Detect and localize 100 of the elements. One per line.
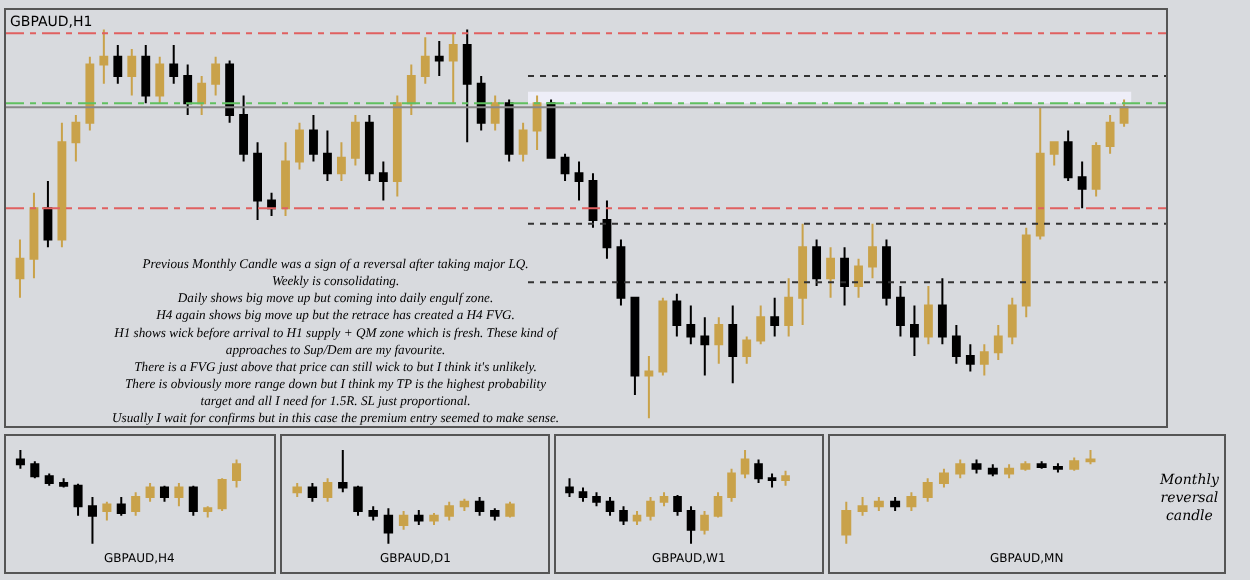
candlestick	[605, 495, 615, 517]
candlestick	[99, 28, 109, 85]
candlestick	[955, 458, 966, 480]
candlestick	[295, 121, 304, 171]
candlestick	[145, 481, 155, 503]
candlestick	[474, 495, 485, 517]
candlestick	[922, 477, 933, 503]
candlestick	[686, 505, 696, 545]
candlestick	[353, 484, 363, 517]
candlestick	[518, 121, 528, 163]
candlestick	[462, 28, 472, 144]
candlestick	[87, 495, 97, 545]
candlestick	[127, 47, 137, 97]
candlestick	[854, 257, 863, 299]
candlestick	[1105, 113, 1115, 155]
candlestick	[338, 449, 348, 494]
candlestick	[532, 94, 542, 151]
candlestick	[646, 495, 655, 522]
candlestick	[43, 180, 53, 249]
candlestick	[1035, 106, 1045, 241]
candlestick	[882, 238, 891, 307]
candlestick	[784, 277, 794, 338]
candlestick	[337, 141, 346, 183]
candlestick	[756, 304, 766, 346]
candlestick	[232, 458, 242, 489]
candlestick	[57, 121, 67, 249]
candlestick	[350, 113, 360, 167]
candlestick	[630, 296, 640, 396]
candlestick	[767, 472, 777, 489]
candlestick	[632, 510, 642, 527]
candlestick	[1007, 296, 1017, 346]
candlestick	[1085, 449, 1096, 466]
candlestick	[131, 491, 141, 517]
candlestick	[673, 494, 682, 517]
candlestick	[873, 495, 884, 513]
candlestick	[840, 246, 849, 307]
candlestick	[429, 511, 439, 527]
candlestick	[578, 486, 588, 503]
candlestick	[490, 507, 500, 522]
candlestick	[574, 160, 584, 202]
candlestick	[906, 491, 917, 513]
candlestick	[1004, 463, 1015, 480]
candlestick	[812, 238, 822, 288]
candlestick	[979, 343, 989, 377]
candlestick	[44, 472, 54, 487]
candlestick	[890, 495, 901, 513]
candlestick	[71, 113, 81, 163]
candlestick	[841, 500, 852, 545]
candlestick	[602, 199, 612, 260]
candlestick	[85, 55, 95, 132]
candlestick	[59, 477, 69, 489]
candlestick	[29, 191, 39, 280]
candlestick	[398, 510, 409, 531]
candlestick	[292, 481, 302, 498]
candlestick	[781, 469, 790, 487]
candlestick	[713, 491, 723, 519]
candlestick	[1091, 141, 1101, 198]
candlestick	[15, 449, 25, 470]
candlestick	[686, 304, 696, 346]
candlestick	[1021, 226, 1031, 319]
candlestick	[700, 510, 709, 536]
candlestick	[754, 458, 763, 484]
candlestick	[770, 296, 780, 338]
candlestick	[281, 141, 290, 218]
candlestick	[987, 463, 998, 478]
candlestick	[102, 500, 112, 522]
candlestick	[203, 505, 213, 519]
candlestick	[309, 113, 318, 163]
candlestick	[1077, 160, 1087, 210]
candlestick	[1069, 456, 1080, 472]
candlestick	[378, 160, 388, 202]
candlestick	[197, 75, 207, 116]
candlestick	[159, 484, 170, 503]
candlestick	[30, 460, 40, 480]
candlestick	[392, 94, 402, 198]
candlestick	[73, 482, 83, 517]
candlestick	[993, 323, 1003, 361]
candlestick	[728, 304, 738, 385]
candlestick	[971, 458, 982, 475]
candlestick	[383, 507, 394, 545]
candlestick	[307, 481, 318, 503]
candlestick	[742, 335, 752, 365]
candlestick	[448, 32, 458, 105]
candlestick	[937, 277, 947, 346]
candlestick	[323, 129, 332, 183]
candlestick	[565, 477, 574, 498]
candlestick	[15, 238, 25, 299]
candlestick	[141, 44, 151, 105]
candlestick	[644, 355, 654, 420]
candlestick	[1052, 462, 1063, 474]
candlestick	[505, 500, 515, 519]
candlestick	[155, 55, 165, 105]
candlestick	[253, 141, 262, 221]
candlestick	[113, 44, 123, 85]
candlestick	[169, 44, 179, 85]
candlestick	[826, 246, 835, 299]
candlestick	[174, 481, 184, 508]
candlestick	[1036, 460, 1047, 470]
candlestick	[592, 491, 601, 508]
candlestick	[923, 285, 933, 346]
